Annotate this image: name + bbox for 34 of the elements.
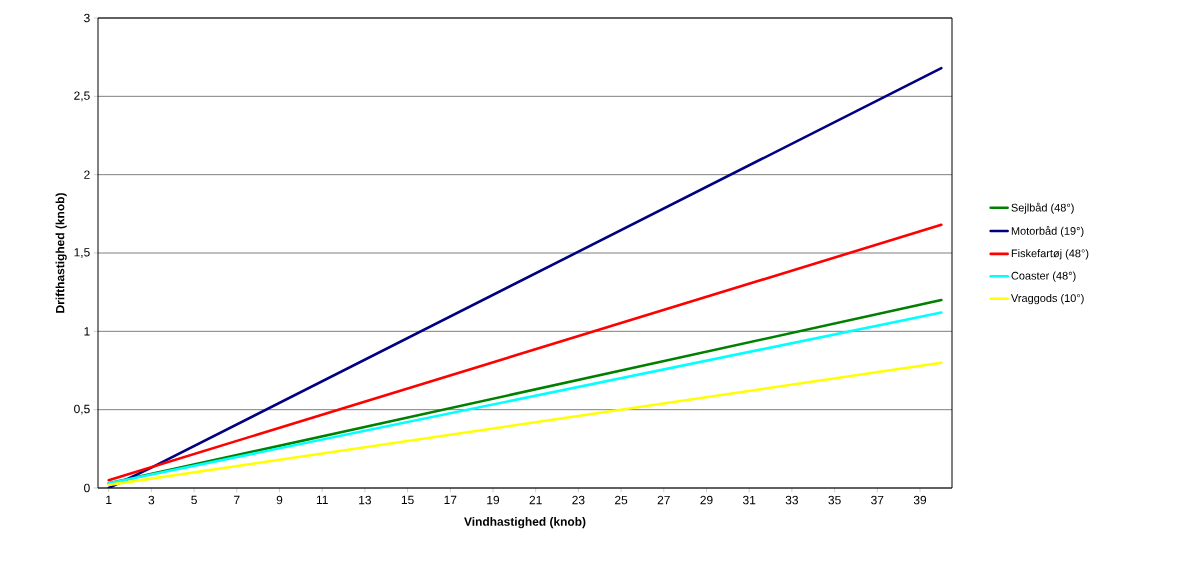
x-tick-label: 11	[316, 495, 328, 504]
x-tick-label: 13	[359, 495, 371, 505]
x-tick-label: 33	[785, 495, 799, 505]
legend-label: Fiskefartøj (48°)	[1011, 249, 1089, 260]
x-tick-label: 17	[444, 495, 457, 504]
x-tick-label: 37	[871, 495, 884, 505]
y-tick-label: 2,5	[74, 91, 90, 102]
x-tick-label: 25	[615, 495, 628, 505]
x-axis-title: Vindhastighed (knob)	[464, 517, 586, 529]
x-tick-label: 27	[657, 495, 670, 505]
x-tick-label: 39	[913, 495, 927, 505]
x-tick-label: 35	[828, 495, 841, 505]
x-tick-label: 29	[700, 495, 713, 505]
x-tick-label: 1	[106, 495, 112, 504]
x-tick-label: 31	[742, 495, 756, 505]
legend-label: Coaster (48°)	[1011, 271, 1076, 282]
legend-label: Motorbåd (19°)	[1011, 225, 1084, 237]
y-tick-label: 0,5	[74, 404, 90, 415]
x-tick-label: 15	[401, 495, 414, 505]
legend-label: Vraggods (10°)	[1010, 293, 1084, 305]
y-tick-label: 2	[84, 170, 90, 179]
x-tick-label: 9	[276, 495, 283, 505]
y-tick-label: 0	[84, 483, 90, 493]
y-tick-label: 1	[84, 327, 90, 336]
x-tick-label: 5	[191, 495, 197, 505]
y-tick-label: 3	[84, 13, 90, 23]
x-tick-label: 23	[572, 495, 585, 505]
y-axis-title: Drifthastighed (knob)	[55, 193, 67, 313]
x-tick-label: 19	[487, 495, 500, 505]
x-tick-label: 7	[234, 495, 240, 504]
x-tick-label: 3	[148, 495, 155, 505]
x-tick-label: 21	[529, 495, 542, 505]
y-tick-label: 1,5	[74, 248, 90, 258]
legend-label: Sejlbåd (48°)	[1011, 202, 1074, 214]
